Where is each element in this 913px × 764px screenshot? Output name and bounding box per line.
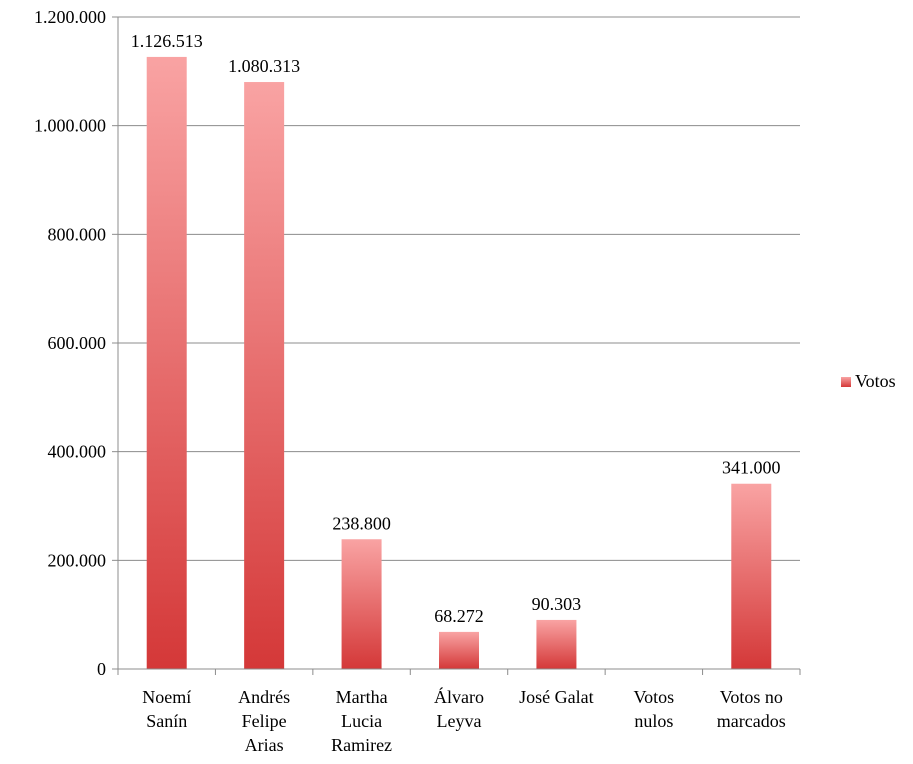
y-tick-label: 1.000.000 [34, 116, 106, 136]
data-label: 238.800 [332, 513, 391, 533]
gridlines [118, 16, 800, 561]
x-category-label: Álvaro Leyva [434, 686, 484, 731]
y-tick-label: 800.000 [48, 224, 107, 244]
x-category-label-line: Andrés [238, 687, 290, 707]
bar [439, 631, 479, 669]
y-tick-label: 0 [97, 659, 106, 679]
axes: 0 200.000 400.000 600.000 800.000 1.000.000 1.… [34, 7, 801, 755]
x-category-label-line: Lucia [341, 711, 382, 731]
x-category-label-line: Leyva [437, 711, 482, 731]
x-category-label: Votos no marcados [717, 687, 786, 731]
x-category-label-line: marcados [717, 711, 786, 731]
bar [341, 539, 382, 669]
bar [536, 619, 577, 669]
x-category-label-line: Arias [245, 735, 284, 755]
x-category-label-line: Felipe [242, 711, 287, 731]
y-tick-label: 200.000 [48, 550, 107, 570]
x-category-label: Martha Lucia Ramirez [331, 687, 392, 755]
legend-swatch [841, 377, 851, 387]
data-labels: 1.126.513 1.080.313 238.800 68.272 90.303 341… [131, 31, 781, 626]
bar [244, 82, 285, 670]
x-category-label-line: Noemí [142, 687, 191, 707]
x-category-label-line: Ramirez [331, 735, 392, 755]
x-category-label-line: José Galat [519, 687, 593, 707]
y-tick-label: 600.000 [48, 333, 107, 353]
data-label: 1.080.313 [228, 56, 300, 76]
x-category-label-line: Martha [336, 687, 388, 707]
x-category-label-line: Sanín [146, 711, 187, 731]
legend-label: Votos [855, 371, 896, 391]
x-category-label: Noemí Sanín [142, 687, 191, 731]
x-category-label: Votos nulos [634, 687, 675, 731]
data-label: 90.303 [532, 594, 582, 614]
bar [731, 483, 772, 669]
legend: Votos [841, 371, 896, 391]
x-category-label: Andrés Felipe Arias [238, 687, 290, 755]
data-label: 341.000 [722, 458, 781, 478]
x-category-label: José Galat [519, 687, 593, 707]
x-category-label-line: nulos [634, 711, 673, 731]
data-label: 1.126.513 [131, 31, 203, 51]
y-tick-label: 1.200.000 [34, 7, 106, 27]
x-category-label-line: Álvaro [434, 686, 484, 707]
bars [146, 56, 772, 670]
y-tick-label: 400.000 [48, 442, 107, 462]
x-category-label-line: Votos no [720, 687, 783, 707]
x-category-label-line: Votos [634, 687, 675, 707]
data-label: 68.272 [434, 606, 484, 626]
bar [146, 56, 187, 670]
